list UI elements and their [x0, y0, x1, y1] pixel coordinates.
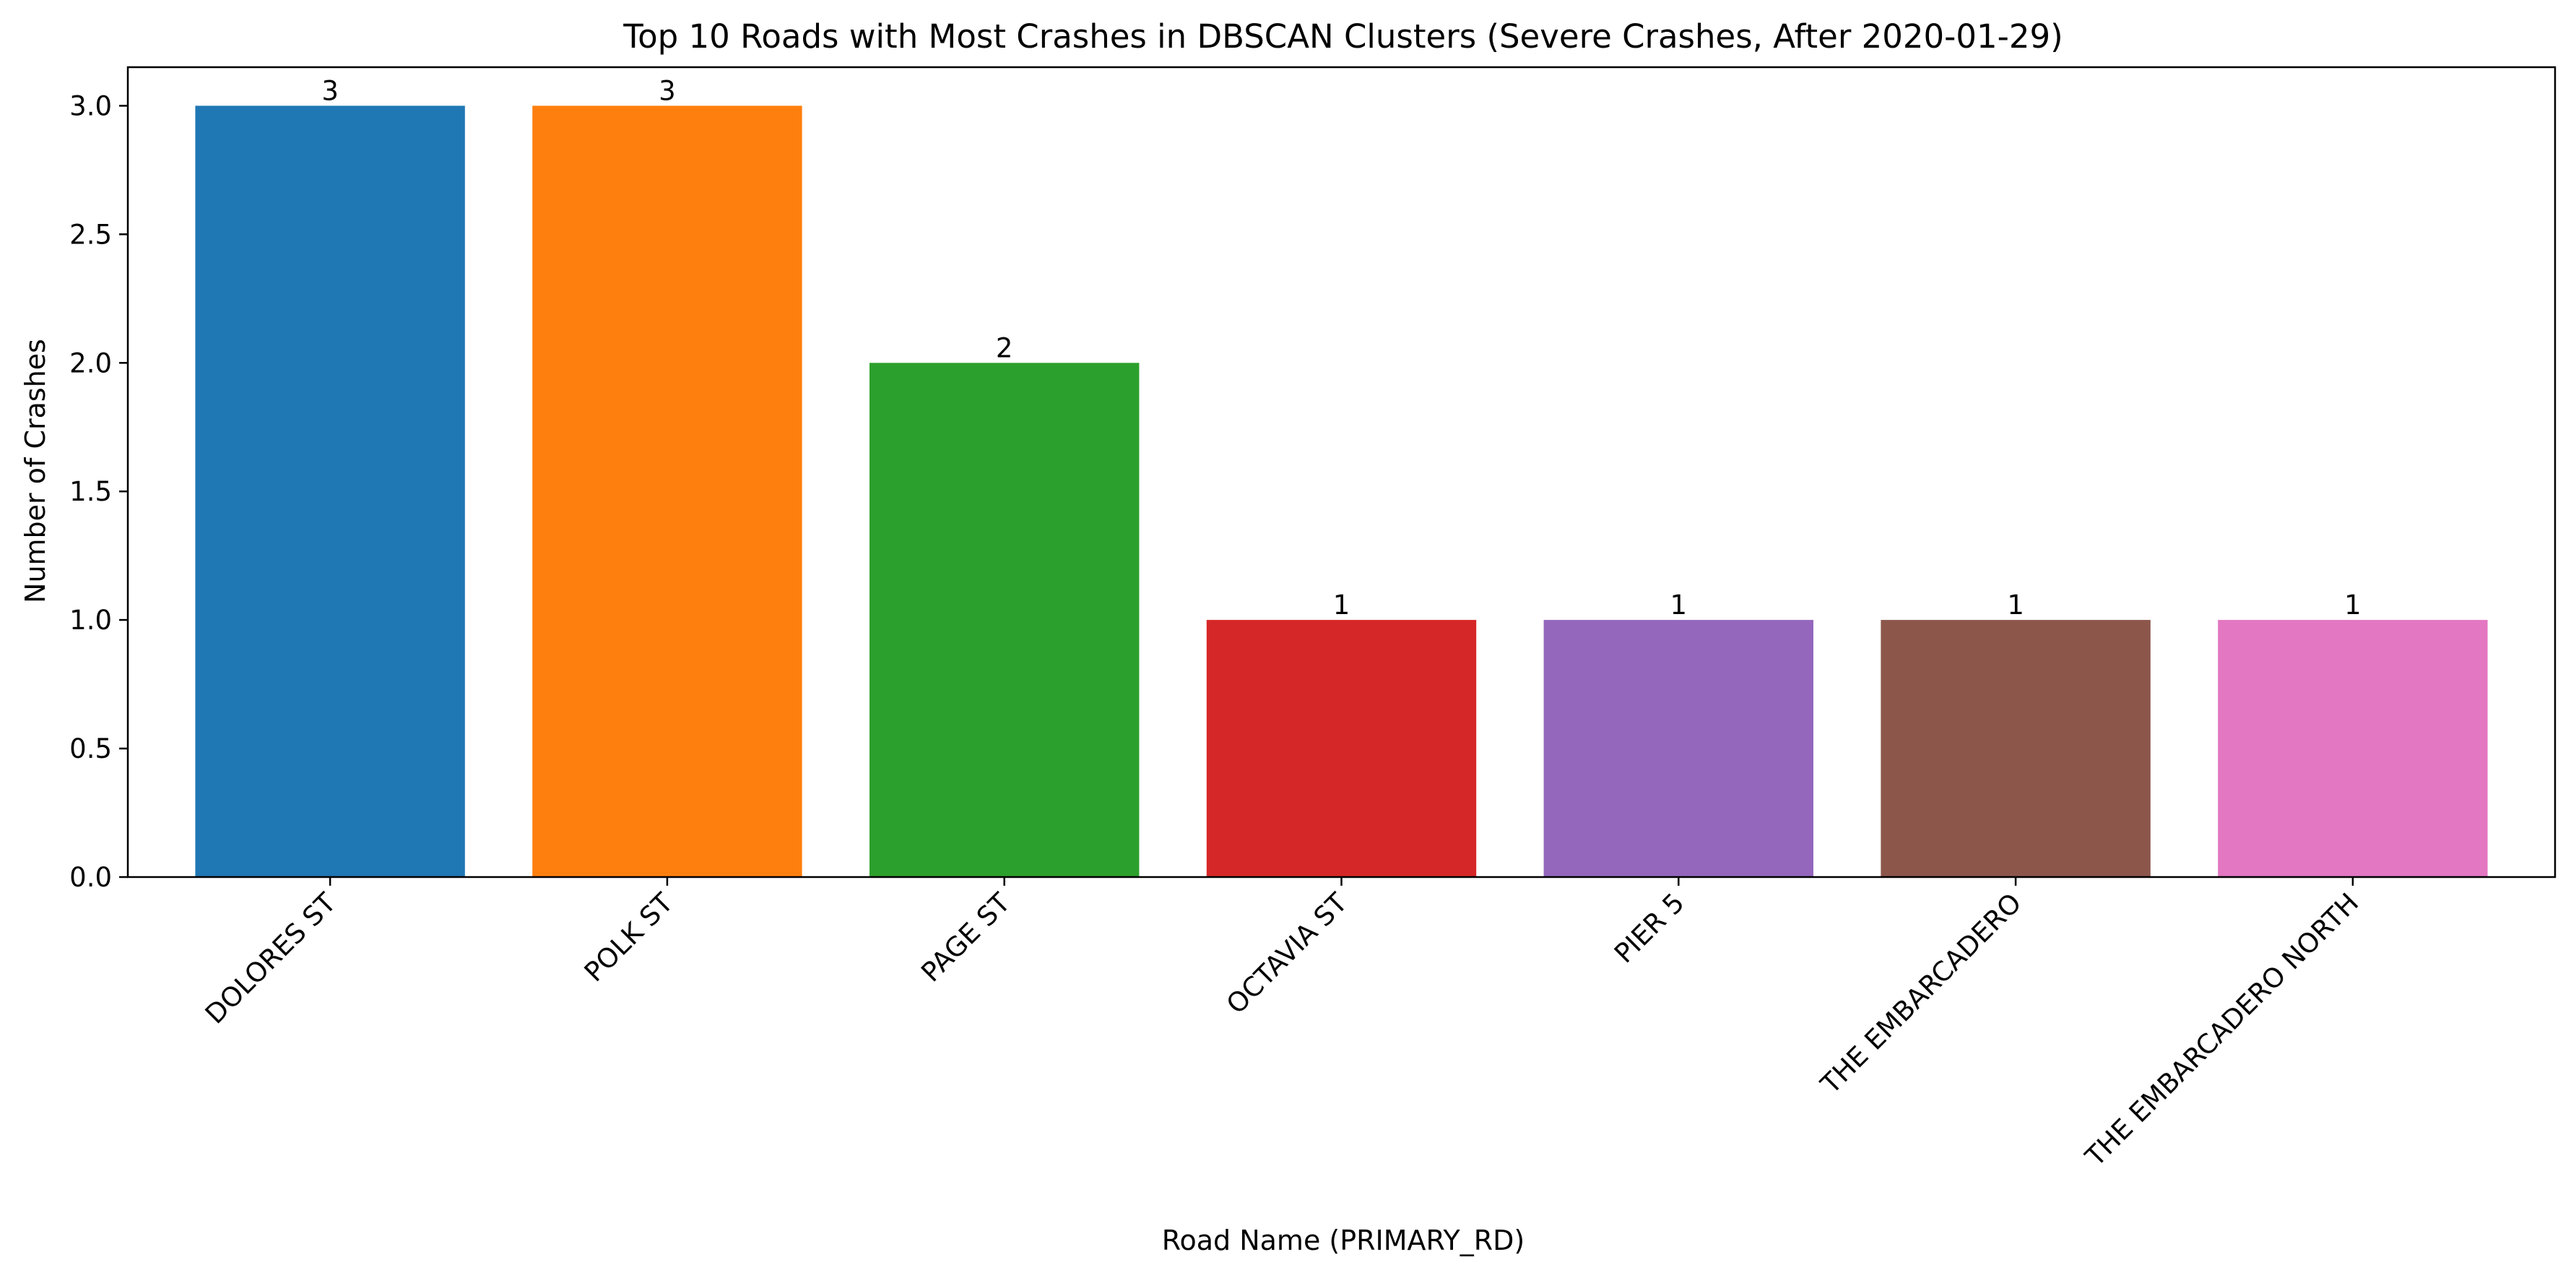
y-axis-label: Number of Crashes [19, 339, 51, 603]
bar-pier-5 [1543, 620, 1813, 877]
bar-dolores-st [195, 105, 465, 877]
bar-value-label: 2 [996, 332, 1013, 363]
bar-value-label: 3 [321, 75, 339, 106]
y-tick-label: 1.0 [69, 605, 112, 636]
bar-value-label: 1 [1333, 590, 1350, 621]
bar-the-embarcadero [1881, 620, 2151, 877]
chart-title: Top 10 Roads with Most Crashes in DBSCAN… [623, 17, 2063, 56]
x-axis-label: Road Name (PRIMARY_RD) [1162, 1225, 1525, 1256]
bar-page-st [869, 363, 1140, 877]
y-tick-label: 1.5 [69, 476, 112, 507]
y-tick-label: 3.0 [69, 90, 112, 121]
y-tick-label: 2.0 [69, 347, 112, 379]
bar-value-label: 1 [2344, 590, 2362, 621]
bar-value-label: 1 [1670, 590, 1688, 621]
y-tick-label: 2.5 [69, 219, 112, 250]
bar-value-label: 3 [659, 75, 676, 106]
y-tick-label: 0.5 [69, 733, 112, 764]
bar-octavia-st [1206, 620, 1477, 877]
bar-the-embarcadero-north [2218, 620, 2488, 877]
bar-polk-st [532, 105, 802, 877]
bar-value-label: 1 [2007, 590, 2024, 621]
y-tick-label: 0.0 [69, 862, 112, 893]
